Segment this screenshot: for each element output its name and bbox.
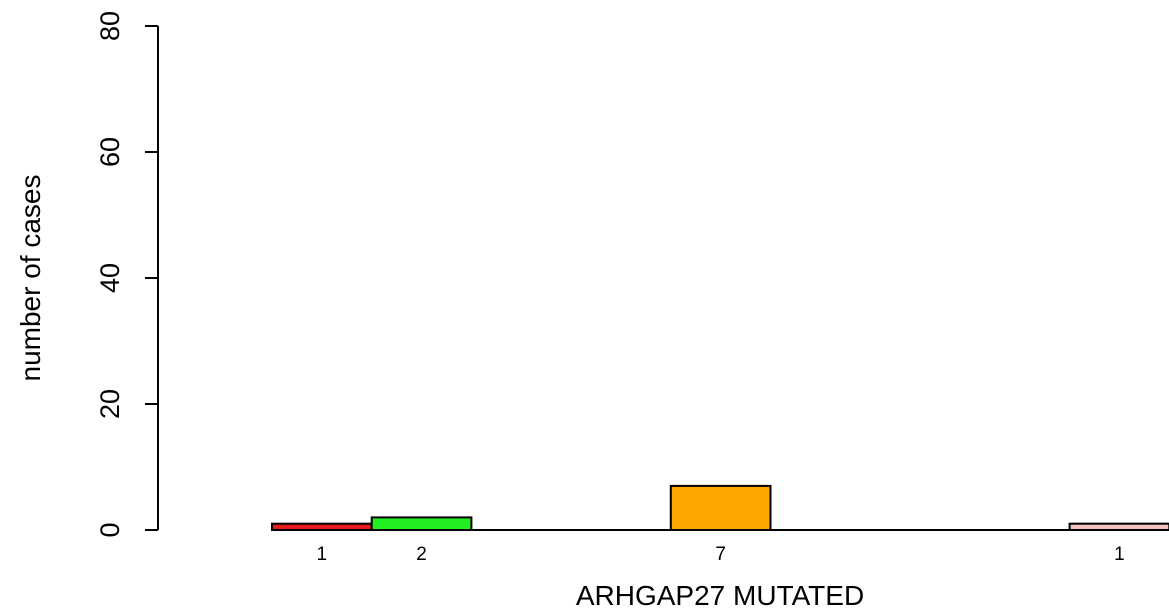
y-tick-label: 0 [95,522,125,537]
y-tick-label: 80 [95,11,125,41]
y-axis: 0 20 40 60 80 [95,11,159,538]
y-tick-label: 20 [95,389,125,419]
y-tick-label: 60 [95,137,125,167]
bars-group [271,484,1169,532]
bar-count-label: 2 [416,544,427,565]
bar [271,522,373,532]
y-tick-label: 40 [95,263,125,293]
bar [370,516,473,532]
bar [1068,522,1169,532]
x-axis-title: ARHGAP27 MUTATED [576,580,864,611]
y-axis-title: number of cases [15,175,46,382]
bar [669,484,772,531]
bar-count-label: 7 [715,544,726,565]
bar-count-label: 1 [317,544,328,565]
bar-labels-group: 1 2 7 1 [317,544,1125,565]
bar-count-label: 1 [1114,544,1125,565]
